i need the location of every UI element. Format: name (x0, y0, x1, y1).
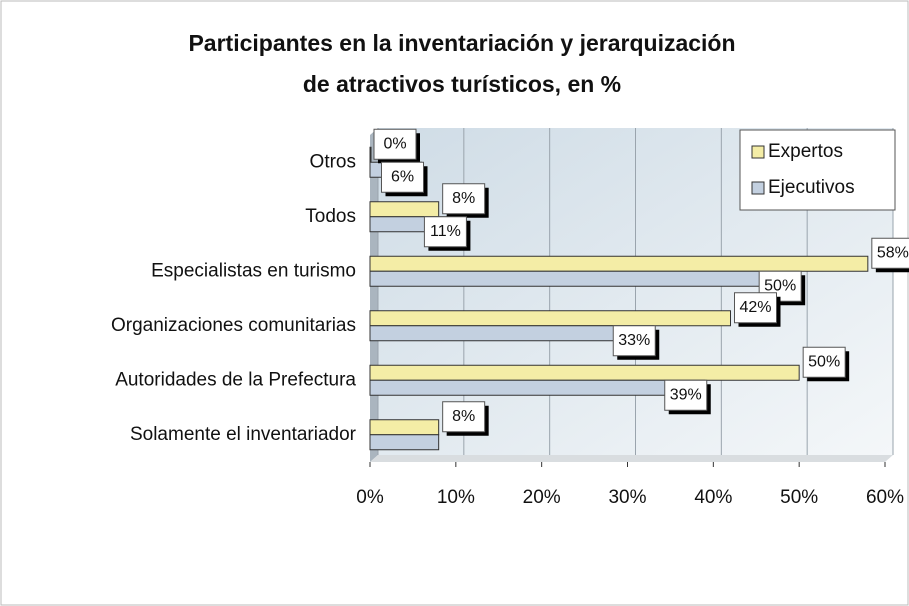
bar (369, 379, 706, 396)
bar (369, 146, 372, 163)
label-box (442, 183, 486, 215)
label-box (442, 401, 486, 433)
x-tick-label: 50% (780, 487, 818, 508)
legend-swatch (751, 181, 765, 195)
label-box (734, 292, 777, 324)
bar (369, 270, 800, 287)
data-label: 33% (618, 332, 650, 349)
x-tick-label: 40% (694, 487, 732, 508)
x-tick-label: 20% (523, 487, 561, 508)
bar (369, 310, 731, 327)
y-tick-label: Solamente el inventariador (130, 424, 357, 445)
y-tick-label: Especialistas en turismo (151, 260, 356, 281)
data-label: 8% (452, 190, 475, 207)
label-box (664, 379, 708, 411)
bar (369, 364, 800, 381)
x-tick-label: 30% (608, 487, 646, 508)
bar (369, 325, 654, 342)
y-tick-label: Otros (310, 151, 356, 172)
x-tick-label: 60% (866, 487, 904, 508)
y-tick-label: Autoridades de la Prefectura (115, 369, 356, 390)
plot-wall (370, 128, 378, 462)
data-label: 6% (391, 168, 414, 185)
data-label: 58% (877, 244, 909, 261)
bar (369, 255, 869, 272)
data-label: 42% (739, 299, 771, 316)
bar (369, 419, 440, 436)
x-tick-label: 10% (437, 487, 475, 508)
data-label: 0% (383, 135, 406, 152)
label-box (423, 216, 467, 248)
label-box (381, 161, 424, 193)
y-tick-label: Todos (305, 206, 356, 227)
legend-label: Ejecutivos (768, 177, 855, 198)
legend-box (739, 129, 896, 211)
legend-swatch (751, 145, 765, 159)
data-label: 50% (764, 277, 796, 294)
chart-subtitle: de atractivos turísticos, en % (303, 71, 621, 97)
legend-label: Expertos (768, 141, 843, 162)
x-tick-label: 0% (356, 487, 384, 508)
data-label: 50% (808, 353, 840, 370)
data-label: 39% (670, 386, 702, 403)
label-box (802, 346, 846, 378)
label-box (373, 128, 417, 160)
data-label: 11% (430, 223, 461, 240)
y-tick-label: Organizaciones comunitarias (111, 315, 356, 336)
label-box (612, 325, 656, 357)
label-box (758, 270, 802, 302)
data-label: 8% (452, 408, 475, 425)
plot-floor (370, 455, 893, 462)
label-box (871, 237, 909, 269)
bar (369, 434, 440, 451)
bar (369, 201, 440, 218)
chart-title: Participantes en la inventariación y jer… (188, 30, 735, 56)
